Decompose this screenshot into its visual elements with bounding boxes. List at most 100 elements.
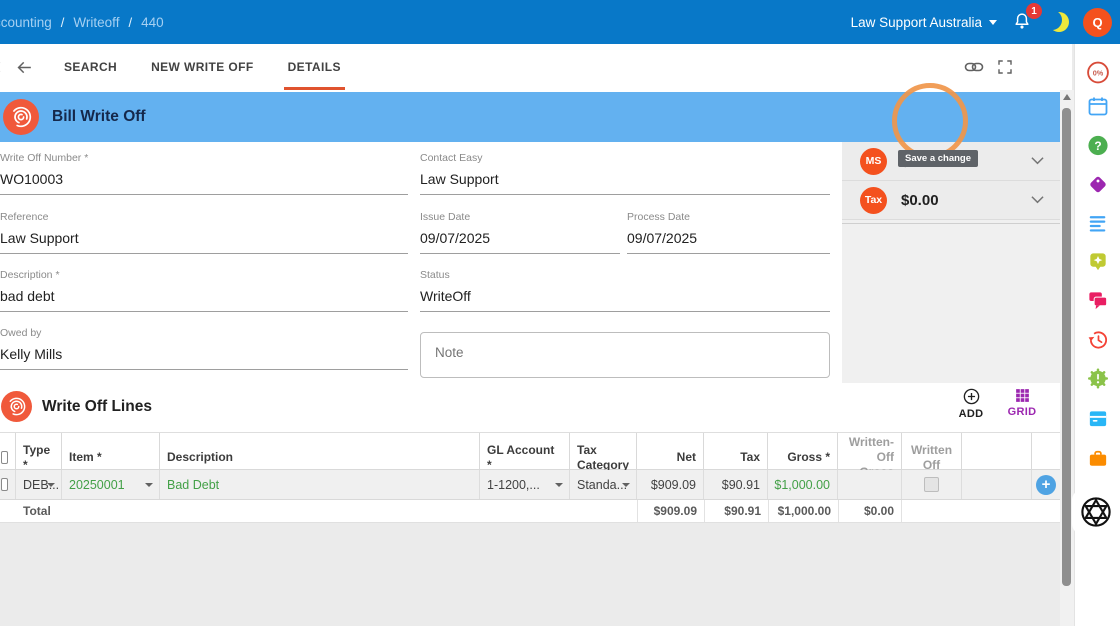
written-off-gross-cell — [838, 470, 902, 499]
back-arrow-icon[interactable] — [15, 58, 34, 77]
briefcase-icon[interactable] — [1086, 447, 1109, 475]
field-reference[interactable]: Reference Law Support — [0, 211, 408, 254]
item-cell[interactable]: 20250001 — [62, 470, 160, 499]
add-button-label: ADD — [959, 408, 984, 420]
fullscreen-icon[interactable] — [996, 58, 1014, 76]
breadcrumb-separator: / — [61, 15, 65, 30]
dropdown-caret-icon[interactable] — [622, 483, 630, 487]
breadcrumb-writeoff[interactable]: Writeoff — [73, 15, 119, 30]
tax-category-cell[interactable]: Standa... — [570, 470, 637, 499]
text-lines-icon[interactable] — [1087, 212, 1109, 239]
tax-avatar: Tax — [860, 187, 887, 214]
note-field[interactable] — [420, 332, 830, 378]
breadcrumb-record-id[interactable]: 440 — [141, 15, 164, 30]
org-selector[interactable]: Law Support Australia — [851, 15, 997, 30]
net-cell[interactable]: $909.09 — [637, 470, 704, 499]
written-off-checkbox[interactable] — [924, 477, 939, 492]
right-icon-sidebar: 0% ? — [1074, 44, 1120, 626]
tax-cell[interactable]: $90.91 — [704, 470, 768, 499]
breadcrumb-accounting[interactable]: ccounting — [0, 15, 52, 30]
field-owed-by[interactable]: Owed by Kelly Mills — [0, 327, 408, 370]
tab-new-write-off[interactable]: NEW WRITE OFF — [147, 44, 258, 90]
add-line-button[interactable]: ADD — [945, 387, 997, 420]
breadcrumb-separator: / — [128, 15, 132, 30]
chevron-left-icon[interactable] — [0, 58, 7, 76]
total-written-off-gross: $0.00 — [838, 500, 902, 522]
lines-table-header: Type * Item * Description GL Account * T… — [0, 432, 1060, 470]
note-input[interactable] — [420, 332, 830, 378]
agenda-card-icon[interactable] — [1086, 407, 1109, 435]
field-label: Owed by — [0, 327, 408, 339]
dark-mode-toggle[interactable] — [1049, 12, 1069, 32]
select-all-checkbox[interactable] — [1, 451, 8, 464]
field-process-date[interactable]: Process Date 09/07/2025 — [627, 211, 830, 254]
total-net: $909.09 — [637, 500, 704, 522]
line-row: DEB... 20250001 Bad Debt 1-1200,... Stan… — [0, 470, 1060, 500]
alert-gear-icon[interactable] — [1086, 367, 1109, 395]
history-icon[interactable] — [1086, 328, 1109, 356]
vertical-scrollbar[interactable] — [1060, 90, 1074, 626]
svg-text:?: ? — [1094, 139, 1101, 153]
chevron-down-icon — [989, 20, 997, 25]
chevron-down-icon[interactable] — [1031, 195, 1044, 204]
empty-area — [0, 523, 1060, 626]
notification-badge: 1 — [1026, 3, 1042, 19]
field-value: WO10003 — [0, 171, 408, 195]
dropdown-caret-icon[interactable] — [555, 483, 563, 487]
write-off-lines-icon — [1, 391, 32, 422]
calendar-icon[interactable] — [1086, 94, 1110, 123]
summary-amount: $0.00 — [901, 192, 939, 209]
notifications-button[interactable]: 1 — [1011, 9, 1035, 35]
total-label: Total — [16, 500, 637, 522]
row-actions-cell: + — [1032, 470, 1060, 499]
field-value: Law Support — [420, 171, 830, 195]
tab-toolbar: SEARCH NEW WRITE OFF DETAILS — [0, 44, 1072, 90]
tab-details[interactable]: DETAILS — [284, 44, 345, 90]
summary-row-tax[interactable]: Tax $0.00 — [842, 181, 1060, 220]
field-value: bad debt — [0, 288, 408, 312]
field-status[interactable]: Status WriteOff — [420, 269, 830, 312]
dropdown-caret-icon[interactable] — [145, 483, 153, 487]
dropdown-caret-icon[interactable] — [47, 483, 55, 487]
top-bar: ccounting / Writeoff / 440 Law Support A… — [0, 0, 1120, 44]
field-write-off-number[interactable]: Write Off Number * WO10003 — [0, 152, 408, 195]
link-icon[interactable] — [964, 57, 984, 77]
field-contact-easy[interactable]: Contact Easy Law Support — [420, 152, 830, 195]
gross-cell[interactable]: $1,000.00 — [768, 470, 838, 499]
user-avatar[interactable]: Q — [1083, 8, 1112, 37]
field-label: Status — [420, 269, 830, 281]
total-tax: $90.91 — [704, 500, 768, 522]
add-row-button[interactable]: + — [1036, 475, 1056, 495]
svg-text:0%: 0% — [1092, 68, 1103, 77]
tab-search[interactable]: SEARCH — [60, 44, 121, 90]
scrollbar-thumb[interactable] — [1062, 108, 1071, 586]
help-icon[interactable]: ? — [1086, 134, 1109, 162]
app-logo[interactable] — [1072, 490, 1120, 534]
field-label: Issue Date — [420, 211, 620, 223]
badge-star-icon[interactable] — [1086, 250, 1109, 278]
field-issue-date[interactable]: Issue Date 09/07/2025 — [420, 211, 620, 254]
gl-account-cell[interactable]: 1-1200,... — [480, 470, 570, 499]
grid-button-label: GRID — [1008, 406, 1037, 418]
summary-panel: MS $0.00 Tax $0.00 — [842, 142, 1060, 383]
tag-icon[interactable] — [1086, 173, 1109, 201]
grid-view-button[interactable]: GRID — [996, 387, 1048, 418]
row-checkbox[interactable] — [1, 478, 8, 491]
geometric-logo-icon — [1079, 495, 1113, 529]
chevron-down-icon[interactable] — [1031, 156, 1044, 165]
lines-total-row: Total $909.09 $90.91 $1,000.00 $0.00 — [0, 500, 1060, 523]
add-circle-icon — [962, 387, 981, 406]
field-value: Law Support — [0, 230, 408, 254]
scroll-up-arrow[interactable] — [1063, 94, 1071, 100]
field-label: Write Off Number * — [0, 152, 408, 164]
field-label: Contact Easy — [420, 152, 830, 164]
progress-percent-badge[interactable]: 0% — [1085, 60, 1110, 90]
app-window: ccounting / Writeoff / 440 Law Support A… — [0, 0, 1120, 626]
breadcrumb: ccounting / Writeoff / 440 — [0, 0, 164, 44]
row-select-cell — [0, 470, 16, 499]
description-cell[interactable]: Bad Debt — [160, 470, 480, 499]
field-label: Description * — [0, 269, 408, 281]
type-cell[interactable]: DEB... — [16, 470, 62, 499]
field-description[interactable]: Description * bad debt — [0, 269, 408, 312]
chat-icon[interactable] — [1086, 289, 1109, 317]
